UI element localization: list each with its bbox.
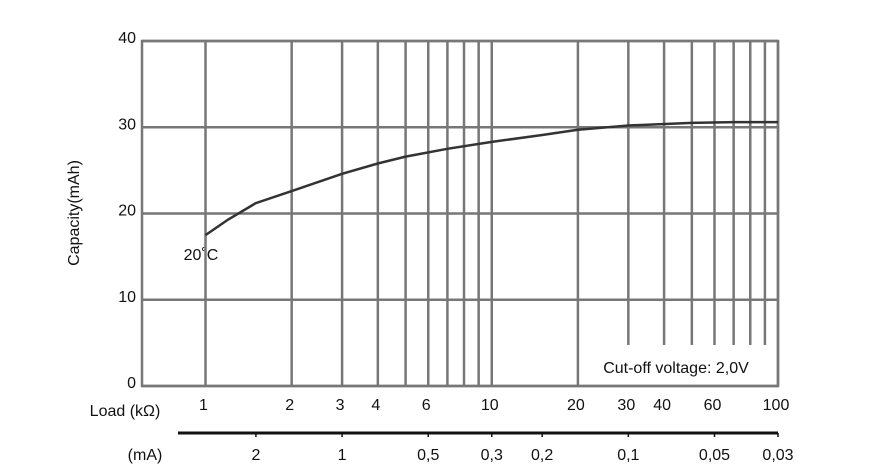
x2-axis-label: (mA) [128,447,163,464]
y-tick-label: 20 [118,203,136,220]
y-axis-label: Capacity(mAh) [66,160,83,266]
x-axis-label: Load (kΩ) [90,403,161,420]
x2-tick-label: 0,3 [481,447,503,464]
x-tick-label: 1 [199,397,208,414]
y-tick-label: 10 [118,289,136,306]
data-line [204,120,778,237]
y-tick-label: 30 [118,116,136,133]
annotation: 20˚C [184,247,219,264]
plot-frame [140,39,780,388]
y-tick-label: 40 [118,30,136,47]
x-tick-label: 100 [763,397,790,414]
x2-tick-label: 0,03 [762,447,793,464]
x-tick-label: 60 [704,397,722,414]
x-tick-label: 40 [653,397,671,414]
x-tick-label: 10 [481,397,499,414]
x2-tick-label: 2 [251,447,260,464]
annotation: Cut-off voltage: 2,0V [603,360,749,377]
x2-tick-label: 1 [338,447,347,464]
x2-tick-label: 0,1 [617,447,639,464]
x2-tick-label: 0,2 [531,447,553,464]
y-tick-label: 0 [127,375,136,392]
x-tick-label: 6 [422,397,431,414]
x-tick-label: 3 [336,397,345,414]
x-tick-label: 2 [285,397,294,414]
x2-tick-label: 0,05 [699,447,730,464]
x-tick-label: 30 [617,397,635,414]
x2-tick-label: 0,5 [417,447,439,464]
x-tick-label: 4 [371,397,380,414]
x-tick-label: 20 [567,397,585,414]
